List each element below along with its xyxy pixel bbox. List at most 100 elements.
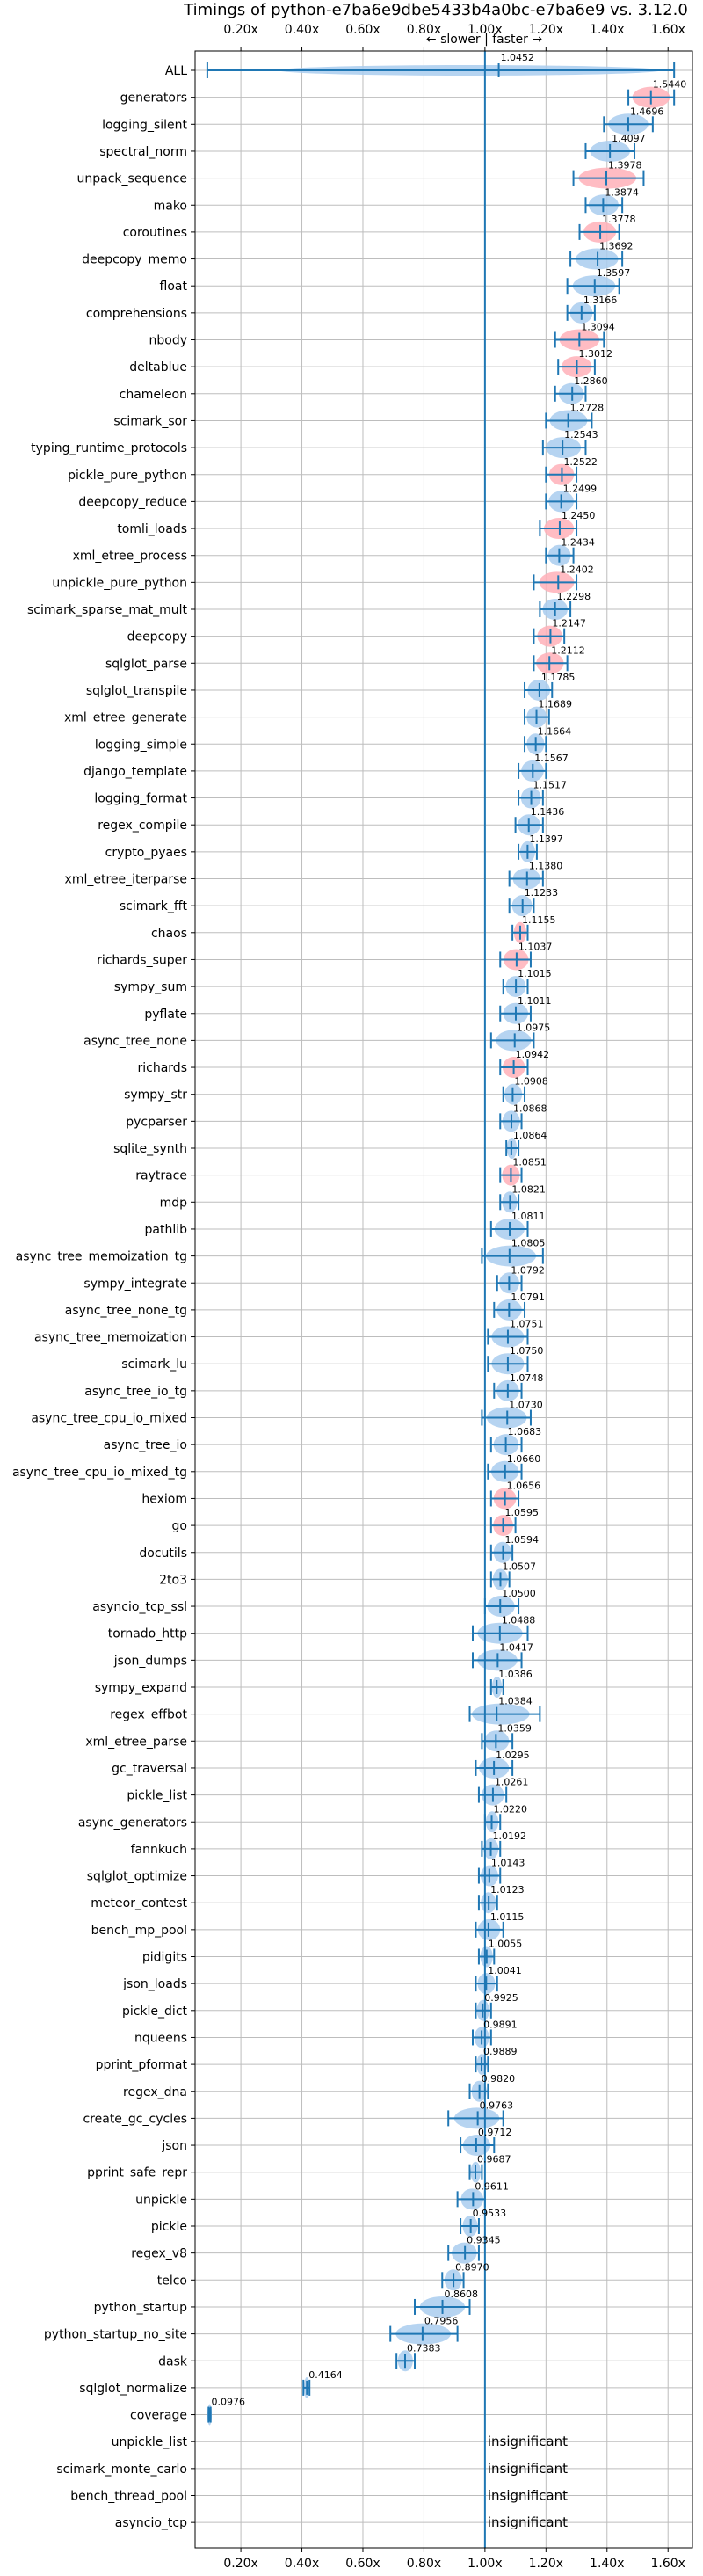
benchmark-label: deltablue <box>129 360 187 375</box>
benchmark-label: chameleon <box>120 388 187 402</box>
value-label: 1.1689 <box>539 699 573 710</box>
insignificant-label: insignificant <box>488 2514 568 2530</box>
value-label: 0.4164 <box>308 2369 343 2381</box>
benchmark-label: xml_etree_process <box>73 549 187 564</box>
value-label: 0.9820 <box>482 2073 516 2085</box>
value-label: 1.0864 <box>513 1130 547 1141</box>
benchmark-label: python_startup <box>94 2301 187 2315</box>
value-label: 1.1397 <box>529 833 563 845</box>
marks-layer <box>206 51 676 2548</box>
x-tick-label-bottom: 0.60x <box>345 2557 380 2571</box>
benchmark-label: 2to3 <box>159 1573 187 1587</box>
value-label: 1.2112 <box>551 644 585 656</box>
value-label: 1.0055 <box>489 1939 523 1950</box>
value-label: 0.7956 <box>424 2316 459 2327</box>
value-label: 0.9889 <box>483 2046 518 2057</box>
value-label: 1.4696 <box>630 106 664 117</box>
benchmark-label: pickle_dict <box>122 2005 188 2019</box>
benchmark-label: async_tree_io_tg <box>84 1385 187 1399</box>
benchmark-label: pprint_safe_repr <box>87 2166 187 2180</box>
benchmark-label: sympy_sum <box>114 980 187 994</box>
value-label: 1.0594 <box>505 1534 540 1546</box>
x-tick-label-top: 1.60x <box>650 23 685 37</box>
value-label: 1.0868 <box>513 1102 547 1114</box>
x-tick-label-top: 1.40x <box>590 23 624 37</box>
value-label: 1.2147 <box>552 618 586 629</box>
benchmark-label: sqlglot_transpile <box>86 684 187 698</box>
benchmark-label: pickle_pure_python <box>68 469 187 483</box>
value-label: 1.0261 <box>495 1777 529 1788</box>
value-label: 1.0750 <box>510 1345 544 1357</box>
value-label: 1.0115 <box>490 1911 525 1923</box>
benchmark-label: unpickle_pure_python <box>52 576 187 590</box>
benchmark-label: xml_etree_iterparse <box>65 873 187 887</box>
benchmark-label: sqlglot_parse <box>105 657 187 671</box>
benchmark-label: float <box>160 280 188 294</box>
benchmark-label: coroutines <box>123 226 187 240</box>
benchmark-label: crypto_pyaes <box>105 846 187 860</box>
x-tick-label-top: 0.40x <box>285 23 319 37</box>
benchmark-label: mako <box>154 199 187 213</box>
value-label: 0.9533 <box>473 2208 507 2219</box>
benchmark-label: generators <box>120 91 187 106</box>
value-label: 1.3874 <box>605 186 639 198</box>
value-label: 1.0660 <box>507 1453 541 1465</box>
value-label: 1.1155 <box>522 914 556 926</box>
value-label: 1.0386 <box>498 1669 533 1680</box>
insignificant-label: insignificant <box>488 2434 568 2449</box>
benchmark-label: tomli_loads <box>117 522 187 536</box>
value-label: 1.0143 <box>491 1858 525 1869</box>
benchmark-label: tornado_http <box>108 1627 187 1641</box>
benchmark-label: async_tree_memoization <box>34 1331 187 1345</box>
value-label: 1.0748 <box>510 1372 544 1384</box>
value-label: 1.1436 <box>531 806 565 818</box>
value-label: 1.3012 <box>578 348 612 360</box>
benchmark-label: sympy_expand <box>95 1681 187 1695</box>
value-label: 1.1785 <box>541 672 576 683</box>
benchmark-label: deepcopy <box>127 630 187 644</box>
benchmark-label: nqueens <box>134 2031 187 2045</box>
value-label: 1.0488 <box>502 1615 536 1626</box>
value-label: 1.2402 <box>560 564 594 575</box>
benchmark-label: async_tree_cpu_io_mixed_tg <box>12 1466 187 1480</box>
value-label: 1.2522 <box>563 456 598 468</box>
benchmark-label: unpickle <box>135 2193 187 2207</box>
benchmark-label: regex_compile <box>98 819 187 833</box>
value-label: 1.0975 <box>517 1022 551 1033</box>
value-label: 1.1015 <box>518 968 552 979</box>
value-label: 1.2728 <box>570 402 605 413</box>
benchmark-label: async_tree_io <box>104 1438 187 1452</box>
benchmark-label: mdp <box>160 1196 188 1210</box>
x-tick-label-bottom: 1.20x <box>529 2557 563 2571</box>
value-label: 1.0656 <box>507 1480 541 1491</box>
value-label: 1.1233 <box>525 887 559 899</box>
value-label: 1.3692 <box>599 241 634 252</box>
benchmark-label: async_tree_none <box>83 1034 187 1048</box>
value-label: 1.3778 <box>602 214 636 225</box>
benchmark-label: hexiom <box>141 1492 187 1506</box>
value-label: 1.0500 <box>502 1588 536 1599</box>
value-label: 1.3166 <box>583 295 618 306</box>
benchmark-label: sqlite_synth <box>113 1142 187 1156</box>
benchmark-label: bench_mp_pool <box>91 1924 187 1938</box>
benchmark-label: pathlib <box>145 1223 188 1237</box>
value-label: 1.1517 <box>533 780 568 791</box>
benchmark-label: ALL <box>165 64 187 78</box>
x-tick-label-top: 1.20x <box>529 23 563 37</box>
value-label: 1.0805 <box>511 1238 546 1249</box>
labels-layer: 0.20x 0.20x 0.40x 0.40x 0.60x 0.60x 0.80x 0.80x… <box>12 23 686 2571</box>
benchmark-label: chaos <box>151 927 187 941</box>
benchmark-label: docutils <box>139 1546 187 1561</box>
benchmark-label: pyflate <box>144 1008 187 1022</box>
value-label: 1.1037 <box>518 941 553 952</box>
value-label: 0.9763 <box>480 2099 514 2111</box>
direction-note: ← slower | faster → <box>426 33 542 47</box>
value-label: 1.0359 <box>497 1722 532 1734</box>
benchmark-label: pycparser <box>126 1115 187 1129</box>
value-label: 1.0791 <box>511 1292 545 1303</box>
benchmark-label: logging_format <box>94 792 187 806</box>
benchmark-label: go <box>172 1519 187 1533</box>
x-tick-label-top: 0.20x <box>223 23 257 37</box>
benchmark-label: bench_thread_pool <box>70 2490 187 2504</box>
benchmark-label: raytrace <box>135 1169 187 1183</box>
